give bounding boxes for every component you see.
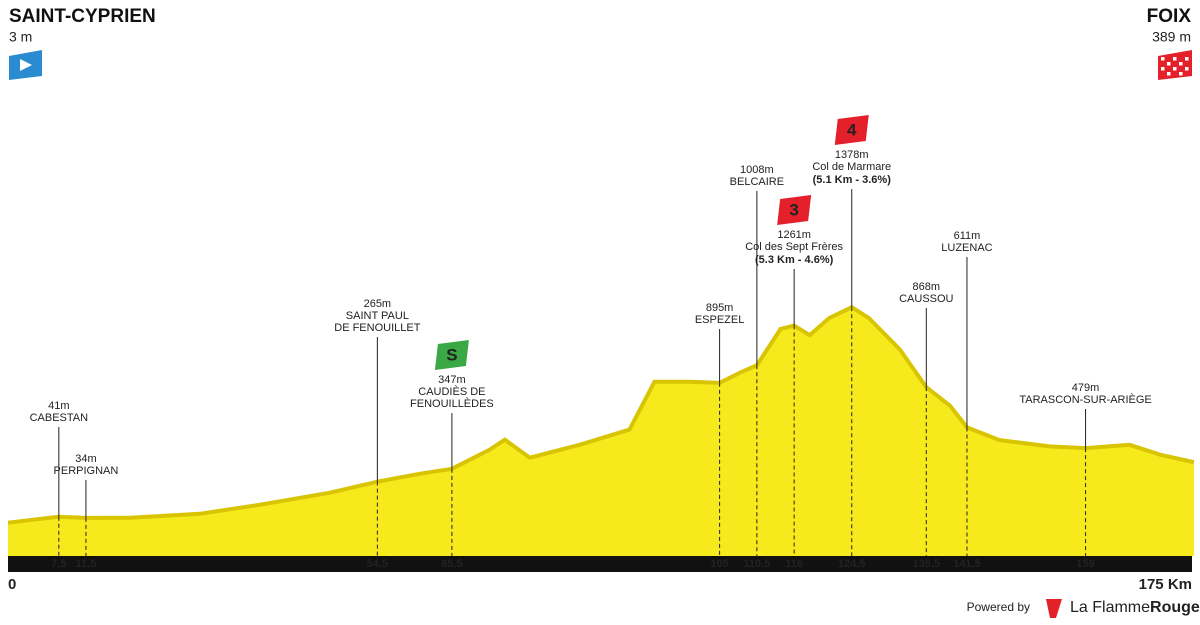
finish-name: FOIX [1147, 6, 1192, 27]
waypoint-name: LUZENAC [941, 242, 992, 254]
waypoint-altitude: 265m [364, 298, 392, 310]
km-label: 135,5 [913, 558, 941, 570]
waypoint-altitude: 868m [913, 281, 941, 293]
brand-part: La Flamme [1070, 599, 1150, 616]
brand: La FlammeRouge [1070, 599, 1200, 616]
flag-check [1167, 62, 1171, 66]
category-badge: S [434, 340, 469, 370]
waypoint-name: CAUSSOU [899, 293, 953, 305]
waypoint-name: Col de Marmare [812, 161, 891, 173]
flag-check [1185, 67, 1189, 71]
flag-check [1161, 67, 1165, 71]
km-label: 141,5 [953, 558, 981, 570]
waypoint-name: SAINT PAUL [346, 310, 409, 322]
waypoint-altitude: 34m [75, 453, 96, 465]
finish-altitude: 389 m [1152, 29, 1191, 45]
waypoint-name: TARASCON-SUR-ARIÈGE [1019, 393, 1151, 406]
waypoint-altitude: 479m [1072, 382, 1100, 394]
flag-check [1185, 57, 1189, 61]
flag-check [1161, 57, 1165, 61]
waypoint-name: CAUDIÈS DE [418, 385, 485, 398]
km-label: 54,5 [367, 558, 388, 570]
category-badge: 3 [777, 195, 812, 225]
waypoint-altitude: 1261m [777, 229, 811, 241]
waypoint-name: DE FENOUILLET [334, 322, 420, 334]
brand-logo [1046, 599, 1062, 618]
profile-base [8, 307, 1194, 556]
category-badge: 4 [834, 115, 869, 145]
waypoint-altitude: 611m [954, 230, 981, 242]
flag-check [1167, 72, 1171, 76]
waypoint-altitude: 1008m [740, 164, 774, 176]
flag-bg [1158, 50, 1192, 80]
x-tick-label: 0 [8, 576, 16, 593]
waypoint-name: Col des Sept Frères [745, 241, 843, 253]
km-label: 7,5 [51, 558, 66, 570]
waypoint-name: PERPIGNAN [54, 465, 119, 477]
start-name: SAINT-CYPRIEN [9, 6, 156, 27]
flag-check [1179, 62, 1183, 66]
brand-part: Rouge [1150, 599, 1200, 616]
waypoint-altitude: 347m [438, 374, 466, 386]
powered-by: Powered by [967, 600, 1030, 614]
badge-text: S [446, 345, 457, 364]
x-tick-label: 175 Km [1139, 576, 1192, 593]
waypoint-altitude: 41m [48, 400, 69, 412]
badge-shape [777, 195, 812, 225]
km-label: 11,5 [76, 558, 97, 570]
waypoint-detail: (5.1 Km - 3.6%) [813, 174, 892, 186]
waypoint-altitude: 895m [706, 302, 734, 314]
waypoint-name: FENOUILLÈDES [410, 397, 494, 410]
finish-icon [1158, 50, 1192, 80]
flag-check [1179, 72, 1183, 76]
km-label: 124,5 [838, 558, 866, 570]
waypoint-detail: (5.3 Km - 4.6%) [755, 254, 834, 266]
km-label: 105 [710, 558, 728, 570]
km-label: 116 [785, 558, 803, 570]
km-label: 110,5 [743, 558, 770, 570]
km-band [8, 556, 1192, 572]
start-icon [9, 50, 42, 80]
waypoint-name: CABESTAN [30, 412, 89, 424]
km-label: 65,5 [441, 558, 462, 570]
badge-text: 3 [789, 200, 798, 219]
badge-text: 4 [847, 120, 857, 139]
badge-shape [434, 340, 469, 370]
flag-check [1173, 67, 1177, 71]
waypoint-altitude: 1378m [835, 149, 869, 161]
waypoint-name: ESPEZEL [695, 314, 745, 326]
badge-shape [834, 115, 869, 145]
km-label: 159 [1076, 558, 1094, 570]
start-altitude: 3 m [9, 29, 32, 45]
waypoint-name: BELCAIRE [730, 176, 784, 188]
flag-check [1173, 57, 1177, 61]
